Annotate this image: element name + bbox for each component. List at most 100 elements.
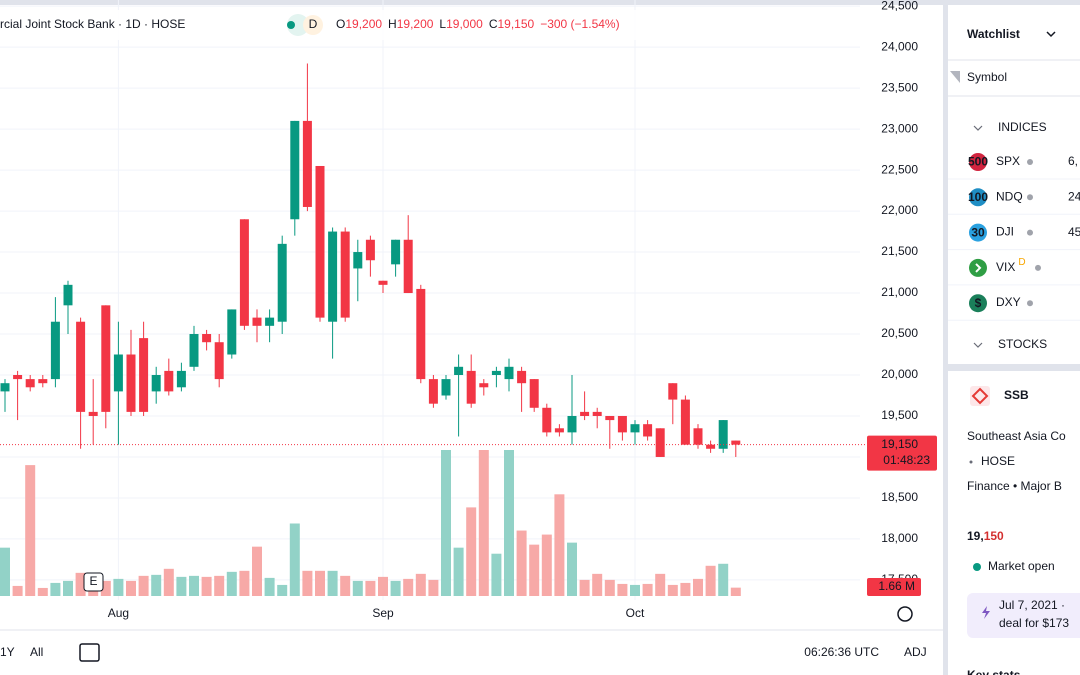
symbol[interactable]: SPX — [996, 154, 1020, 168]
volume-bar — [25, 465, 36, 596]
candle-body — [605, 415, 615, 421]
company-name: Southeast Asia Co — [967, 429, 1066, 443]
candle-body — [680, 399, 690, 445]
symbol-dot — [1027, 300, 1033, 307]
candle-body — [63, 284, 73, 306]
y-tick-label: 21,000 — [881, 285, 918, 299]
section-label[interactable]: STOCKS — [998, 337, 1047, 351]
volume-bar — [0, 547, 10, 596]
volume-bar — [201, 576, 212, 596]
exchange: HOSE — [981, 454, 1015, 468]
symbol[interactable]: DJI — [996, 225, 1014, 239]
candle-body — [365, 239, 375, 261]
symbol-icon — [969, 294, 987, 313]
volume-bar — [655, 573, 666, 596]
candle-body — [630, 424, 640, 433]
price-minor: 150 — [984, 529, 1004, 543]
symbol-dot — [1027, 229, 1033, 236]
section-chevron — [973, 125, 983, 131]
volume-bar — [352, 580, 363, 596]
watchlist-title[interactable]: Watchlist — [967, 27, 1020, 41]
x-tick-label: Oct — [626, 606, 645, 620]
symbol-icon-text: 500 — [968, 155, 988, 169]
volume-bar — [226, 571, 237, 596]
symbol[interactable]: VIX D — [996, 257, 1026, 275]
ohlc-c: 19,150 — [497, 17, 534, 31]
countdown: 01:48:23 — [883, 453, 930, 467]
candle-body — [466, 370, 476, 404]
candle-body — [227, 309, 237, 355]
column-marker — [950, 71, 960, 83]
status-dot-bg — [287, 14, 309, 36]
volume-bar — [466, 507, 477, 596]
date-range-icon[interactable] — [79, 643, 100, 662]
candle-body — [50, 321, 60, 380]
symbol[interactable]: NDQ — [996, 189, 1023, 203]
adj-button[interactable]: ADJ — [904, 645, 927, 659]
candle-body — [643, 424, 653, 437]
range-button[interactable]: All — [30, 645, 43, 659]
y-tick-label: 22,000 — [881, 203, 918, 217]
y-tick-label: 24,000 — [881, 39, 918, 53]
candle-body — [302, 120, 312, 207]
volume-bar — [730, 587, 741, 596]
candle-body — [693, 428, 703, 445]
y-tick-label: 24,500 — [881, 0, 918, 12]
badge: D — [309, 17, 318, 31]
panel-divider — [943, 0, 948, 675]
range-button[interactable]: 1Y — [0, 645, 15, 659]
symbol-icon — [969, 153, 987, 171]
volume-bar — [151, 574, 162, 596]
candle-body — [126, 354, 136, 412]
volume-bar — [705, 565, 716, 596]
symbol-title-text: rcial Joint Stock Bank · 1D · HOSE — [0, 17, 185, 31]
symbol-icon — [969, 223, 987, 242]
candle-body — [88, 411, 98, 416]
news-box[interactable] — [967, 593, 1080, 638]
candle-body — [428, 379, 438, 404]
settings-icon[interactable] — [897, 606, 913, 622]
news-date: Jul 7, 2021 · — [999, 598, 1065, 612]
ohlc-o: 19,200 — [345, 17, 382, 31]
volume-bar — [302, 570, 313, 596]
ohlc: O19,200 H19,200 L19,000 C19,150 −300 (−1.54%… — [336, 17, 620, 31]
panel-gap — [948, 364, 1080, 371]
volume-bar — [680, 582, 691, 596]
candle-body — [655, 428, 665, 457]
symbol-icon — [969, 258, 987, 277]
volume-bar — [630, 584, 640, 596]
symbol-text: DJI — [996, 225, 1014, 239]
candle-body — [13, 375, 23, 380]
candle-body — [176, 370, 186, 388]
symbol-value: 6, — [1068, 154, 1078, 168]
candle-body — [164, 370, 174, 392]
ohlc-c_label: C — [489, 17, 498, 31]
price: 19,150 — [967, 529, 1004, 543]
details-symbol: SSB — [1004, 388, 1029, 402]
symbol-text: SPX — [996, 154, 1020, 168]
event-badge-label: E — [89, 574, 97, 588]
candle-body — [391, 239, 401, 265]
volume-bar — [252, 546, 262, 596]
volume-bar — [63, 580, 73, 596]
candle-body — [38, 379, 48, 384]
symbol-dot — [1035, 264, 1041, 271]
candle-body — [239, 219, 249, 326]
y-tick-label: 21,500 — [881, 244, 918, 258]
volume-bar — [327, 570, 338, 596]
ohlc-h_label: H — [388, 17, 397, 31]
candle-body — [441, 379, 451, 396]
candle-body — [101, 305, 111, 412]
volume-bar — [378, 576, 388, 596]
candle-body — [731, 440, 741, 445]
news-icon — [982, 606, 990, 619]
symbol[interactable]: DXY — [996, 295, 1021, 309]
candle-body — [567, 415, 577, 433]
section-label[interactable]: INDICES — [998, 120, 1047, 134]
volume-label: 1.66 M — [878, 579, 915, 593]
market-dot — [973, 563, 981, 571]
candle-body — [189, 334, 199, 367]
symbol-icon-text: 30 — [971, 225, 985, 239]
volume-bar — [415, 573, 426, 596]
